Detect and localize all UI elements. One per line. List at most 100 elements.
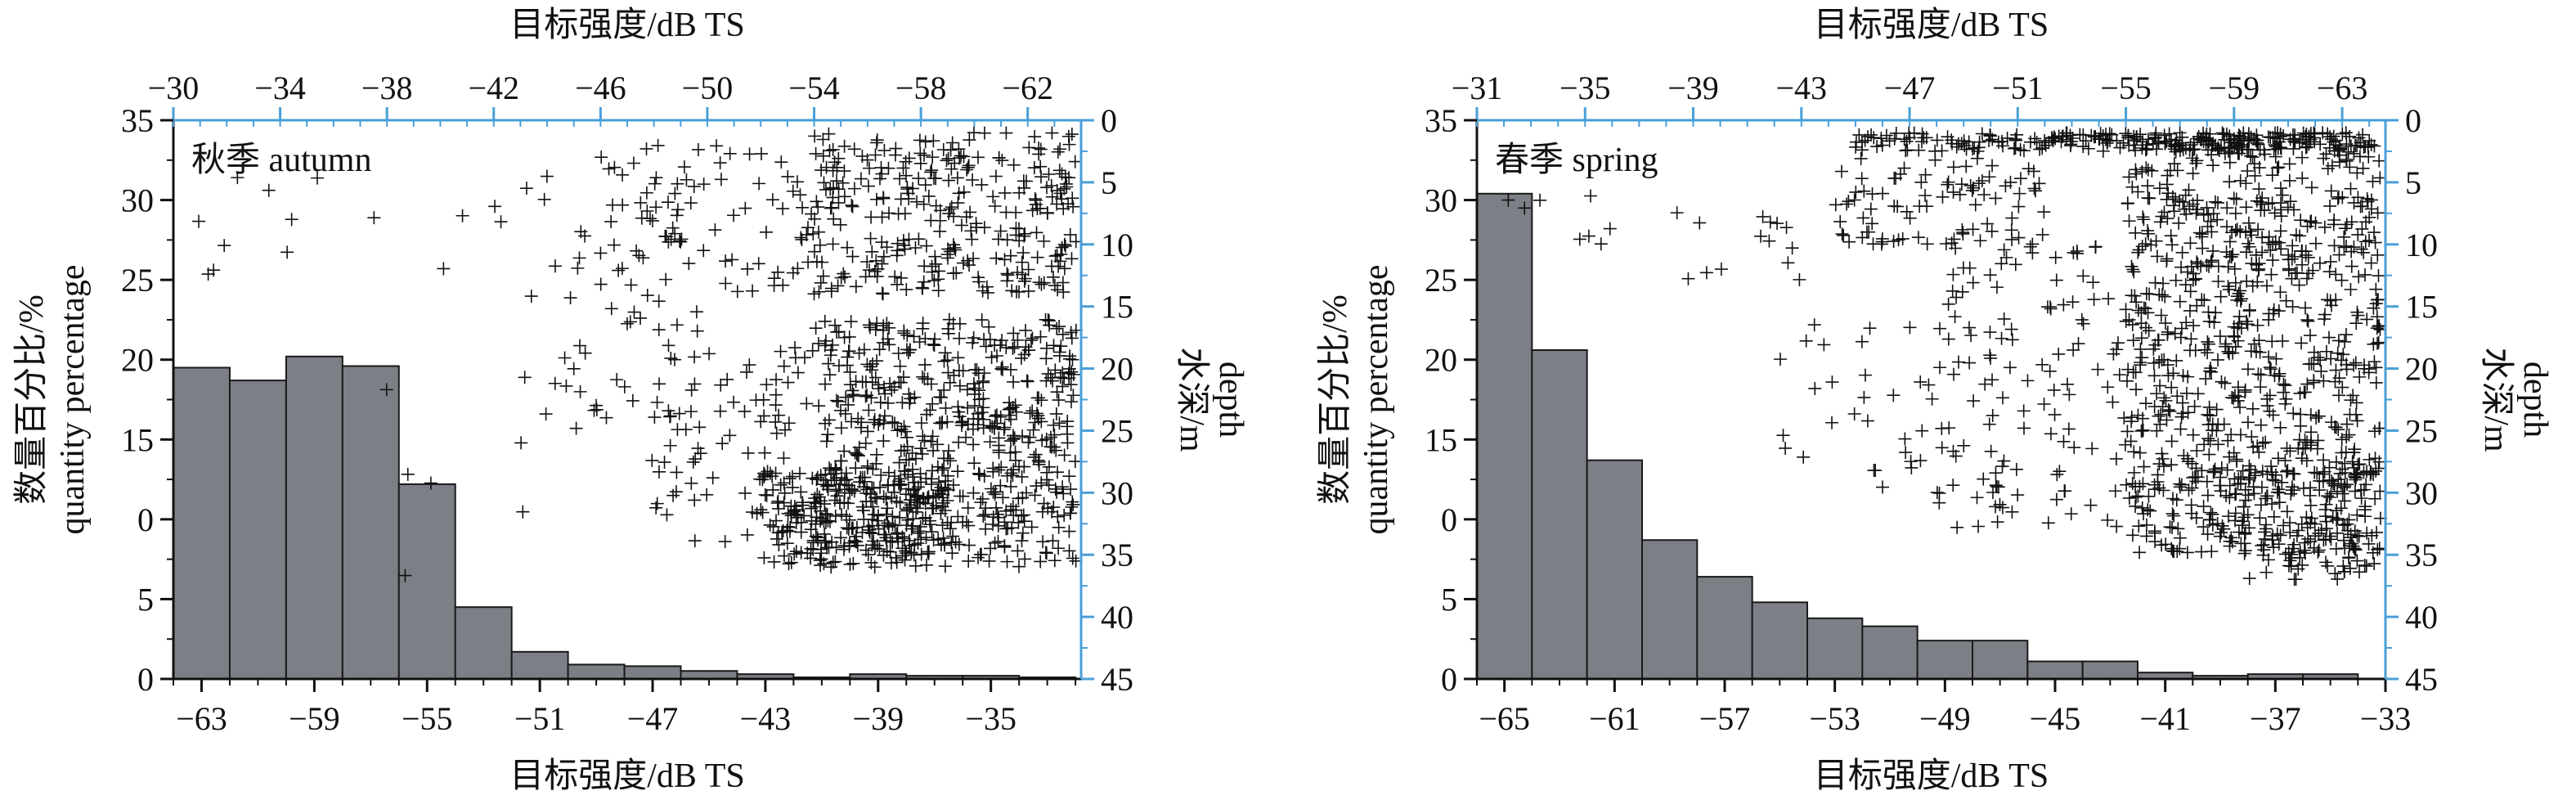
scatter-point <box>975 178 989 191</box>
scatter-point <box>1849 185 1863 199</box>
scatter-point <box>1858 368 1872 382</box>
scatter-point <box>2344 531 2358 545</box>
scatter-point <box>886 535 900 549</box>
scatter-point <box>937 461 951 475</box>
scatter-point <box>1041 313 1055 327</box>
scatter-point <box>984 542 998 555</box>
scatter-point <box>2350 414 2364 428</box>
scatter-point <box>1016 246 1030 260</box>
scatter-point <box>2206 159 2220 173</box>
scatter-point <box>2304 357 2318 371</box>
scatter-point <box>1050 183 1064 197</box>
scatter-point <box>988 199 1002 213</box>
bottom-tick-label: −65 <box>1479 700 1530 737</box>
scatter-point <box>2251 222 2265 236</box>
scatter-point <box>1977 472 1990 486</box>
scatter-point <box>2178 202 2192 216</box>
scatter-point <box>684 476 698 490</box>
scatter-point <box>1000 555 1014 569</box>
scatter-point <box>817 557 831 571</box>
scatter-point <box>950 171 964 185</box>
scatter-point <box>540 169 554 183</box>
scatter-point <box>847 182 861 196</box>
scatter-point <box>2349 396 2363 410</box>
scatter-point <box>2202 314 2216 328</box>
scatter-point <box>2139 518 2153 532</box>
scatter-point <box>918 372 931 386</box>
scatter-point <box>2287 134 2301 148</box>
scatter-point <box>1989 479 2003 492</box>
scatter-point <box>865 245 879 258</box>
scatter-point <box>837 538 851 552</box>
scatter-point <box>815 255 829 269</box>
scatter-point <box>2185 481 2199 495</box>
scatter-point <box>758 446 772 460</box>
scatter-point <box>2008 258 2022 272</box>
scatter-point <box>2166 199 2180 213</box>
scatter-point <box>929 489 943 503</box>
scatter-point <box>2181 406 2195 420</box>
scatter-point <box>1935 441 1949 455</box>
scatter-point <box>2358 500 2372 514</box>
scatter-point <box>2261 197 2275 211</box>
scatter-point <box>840 478 854 492</box>
scatter-point <box>2300 454 2313 468</box>
scatter-point <box>2332 389 2346 402</box>
scatter-point <box>832 483 846 497</box>
scatter-point <box>1008 445 1022 459</box>
top-tick-label: −62 <box>1002 70 1053 106</box>
scatter-point <box>2287 467 2301 481</box>
scatter-point <box>2183 143 2197 157</box>
scatter-point <box>951 351 965 365</box>
scatter-point <box>832 151 846 165</box>
scatter-point <box>690 324 704 338</box>
scatter-point <box>998 253 1012 267</box>
scatter-point <box>2316 474 2330 488</box>
scatter-point <box>558 351 572 365</box>
scatter-point <box>895 396 909 410</box>
scatter-point <box>1025 520 1039 534</box>
scatter-point <box>2370 321 2384 335</box>
scatter-point <box>2362 537 2376 551</box>
scatter-point <box>2136 411 2150 425</box>
scatter-point <box>1946 160 1960 174</box>
scatter-point <box>2206 207 2220 221</box>
scatter-point <box>754 146 768 160</box>
scatter-point <box>954 149 968 163</box>
scatter-point <box>2322 141 2336 155</box>
scatter-point <box>2327 239 2341 253</box>
scatter-point <box>774 155 788 169</box>
scatter-point <box>927 443 940 457</box>
scatter-point <box>975 313 989 327</box>
scatter-point <box>819 473 832 487</box>
scatter-point <box>740 262 754 276</box>
bar <box>454 606 513 681</box>
scatter-point <box>913 146 927 160</box>
scatter-point <box>1957 438 1971 452</box>
scatter-point <box>2188 470 2201 483</box>
scatter-point <box>888 270 902 284</box>
scatter-point <box>2309 411 2323 425</box>
scatter-point <box>2017 404 2031 418</box>
scatter-point <box>908 537 922 551</box>
scatter-point <box>777 452 791 465</box>
scatter-point <box>2242 473 2255 487</box>
scatter-point <box>2182 183 2196 197</box>
scatter-point <box>2342 551 2356 565</box>
scatter-point <box>1518 201 1532 215</box>
scatter-point <box>2287 483 2301 497</box>
scatter-point <box>2319 515 2333 528</box>
scatter-point <box>953 489 967 503</box>
scatter-point <box>791 262 805 276</box>
scatter-point <box>670 465 684 479</box>
scatter-point <box>2133 546 2147 560</box>
scatter-point <box>1887 199 1901 213</box>
scatter-point <box>807 287 821 301</box>
scatter-point <box>1986 408 1999 422</box>
top-tick-label: −50 <box>682 70 734 106</box>
scatter-point <box>890 277 904 291</box>
scatter-point <box>976 375 990 389</box>
scatter-point <box>2030 136 2044 150</box>
scatter-point <box>1024 333 1038 347</box>
scatter-point <box>1781 256 1795 270</box>
